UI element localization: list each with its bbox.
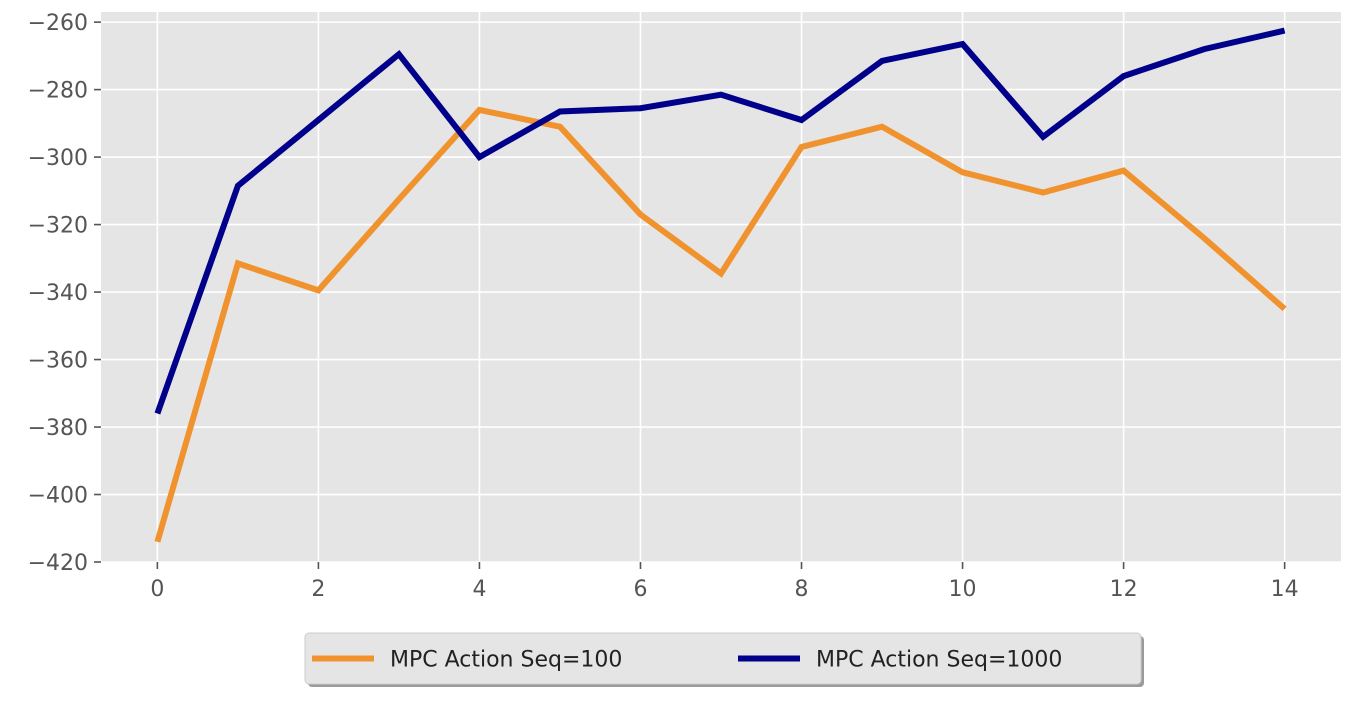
legend-label-2: MPC Action Seq=1000 (816, 648, 1062, 673)
x-tick-label: 4 (472, 577, 486, 602)
x-tick-label: 2 (311, 577, 325, 602)
y-tick-label: −260 (28, 11, 88, 36)
y-tick-label: −420 (28, 551, 88, 576)
y-tick-label: −400 (28, 484, 88, 509)
legend: MPC Action Seq=100 MPC Action Seq=1000 (305, 633, 1144, 687)
x-tick-label: 6 (633, 577, 647, 602)
x-tick-label: 14 (1271, 577, 1299, 602)
y-tick-label: −340 (28, 281, 88, 306)
y-tick-label: −300 (28, 146, 88, 171)
y-tick-label: −320 (28, 214, 88, 239)
y-tick-label: −380 (28, 416, 88, 441)
y-tick-label: −360 (28, 349, 88, 374)
legend-label-1: MPC Action Seq=100 (390, 648, 622, 673)
x-tick-label: 12 (1110, 577, 1138, 602)
x-tick-label: 0 (150, 577, 164, 602)
x-tick-label: 8 (795, 577, 809, 602)
y-tick-label: −280 (28, 79, 88, 104)
x-tick-label: 10 (949, 577, 977, 602)
